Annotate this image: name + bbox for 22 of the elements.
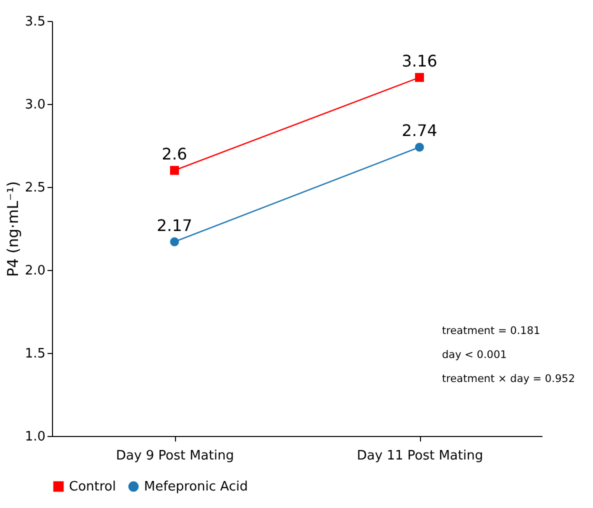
y-tick-label: 1.0	[24, 430, 46, 444]
point	[415, 72, 424, 82]
y-tick-label: 2.0	[24, 264, 46, 278]
point	[415, 142, 424, 152]
y-tick-label: 3.0	[24, 98, 46, 112]
point	[170, 237, 179, 246]
x-tick-label: Day 11 Post Mating	[356, 448, 484, 464]
legend-label: Mefepronic Acid	[144, 480, 248, 495]
point	[170, 166, 179, 175]
data-label: 2.17	[156, 216, 192, 235]
legend-label: Control	[69, 480, 116, 495]
y-tick-label: 3.5	[24, 14, 46, 30]
y-tick-label: 2.5	[24, 180, 46, 196]
y-tick-label: 1.5	[24, 346, 46, 362]
data-label: 2.6	[162, 144, 188, 164]
x-tick-label: Day 9 Post Mating	[116, 448, 234, 464]
data-label: 2.74	[402, 121, 438, 140]
data-label: 3.16	[402, 51, 438, 70]
annotation: day < 0.001	[442, 349, 507, 361]
annotation: treatment × day = 0.952	[442, 373, 575, 385]
annotation: treatment = 0.181	[442, 325, 540, 337]
y-axis-title: P4 (ng·mL⁻¹)	[4, 181, 22, 277]
